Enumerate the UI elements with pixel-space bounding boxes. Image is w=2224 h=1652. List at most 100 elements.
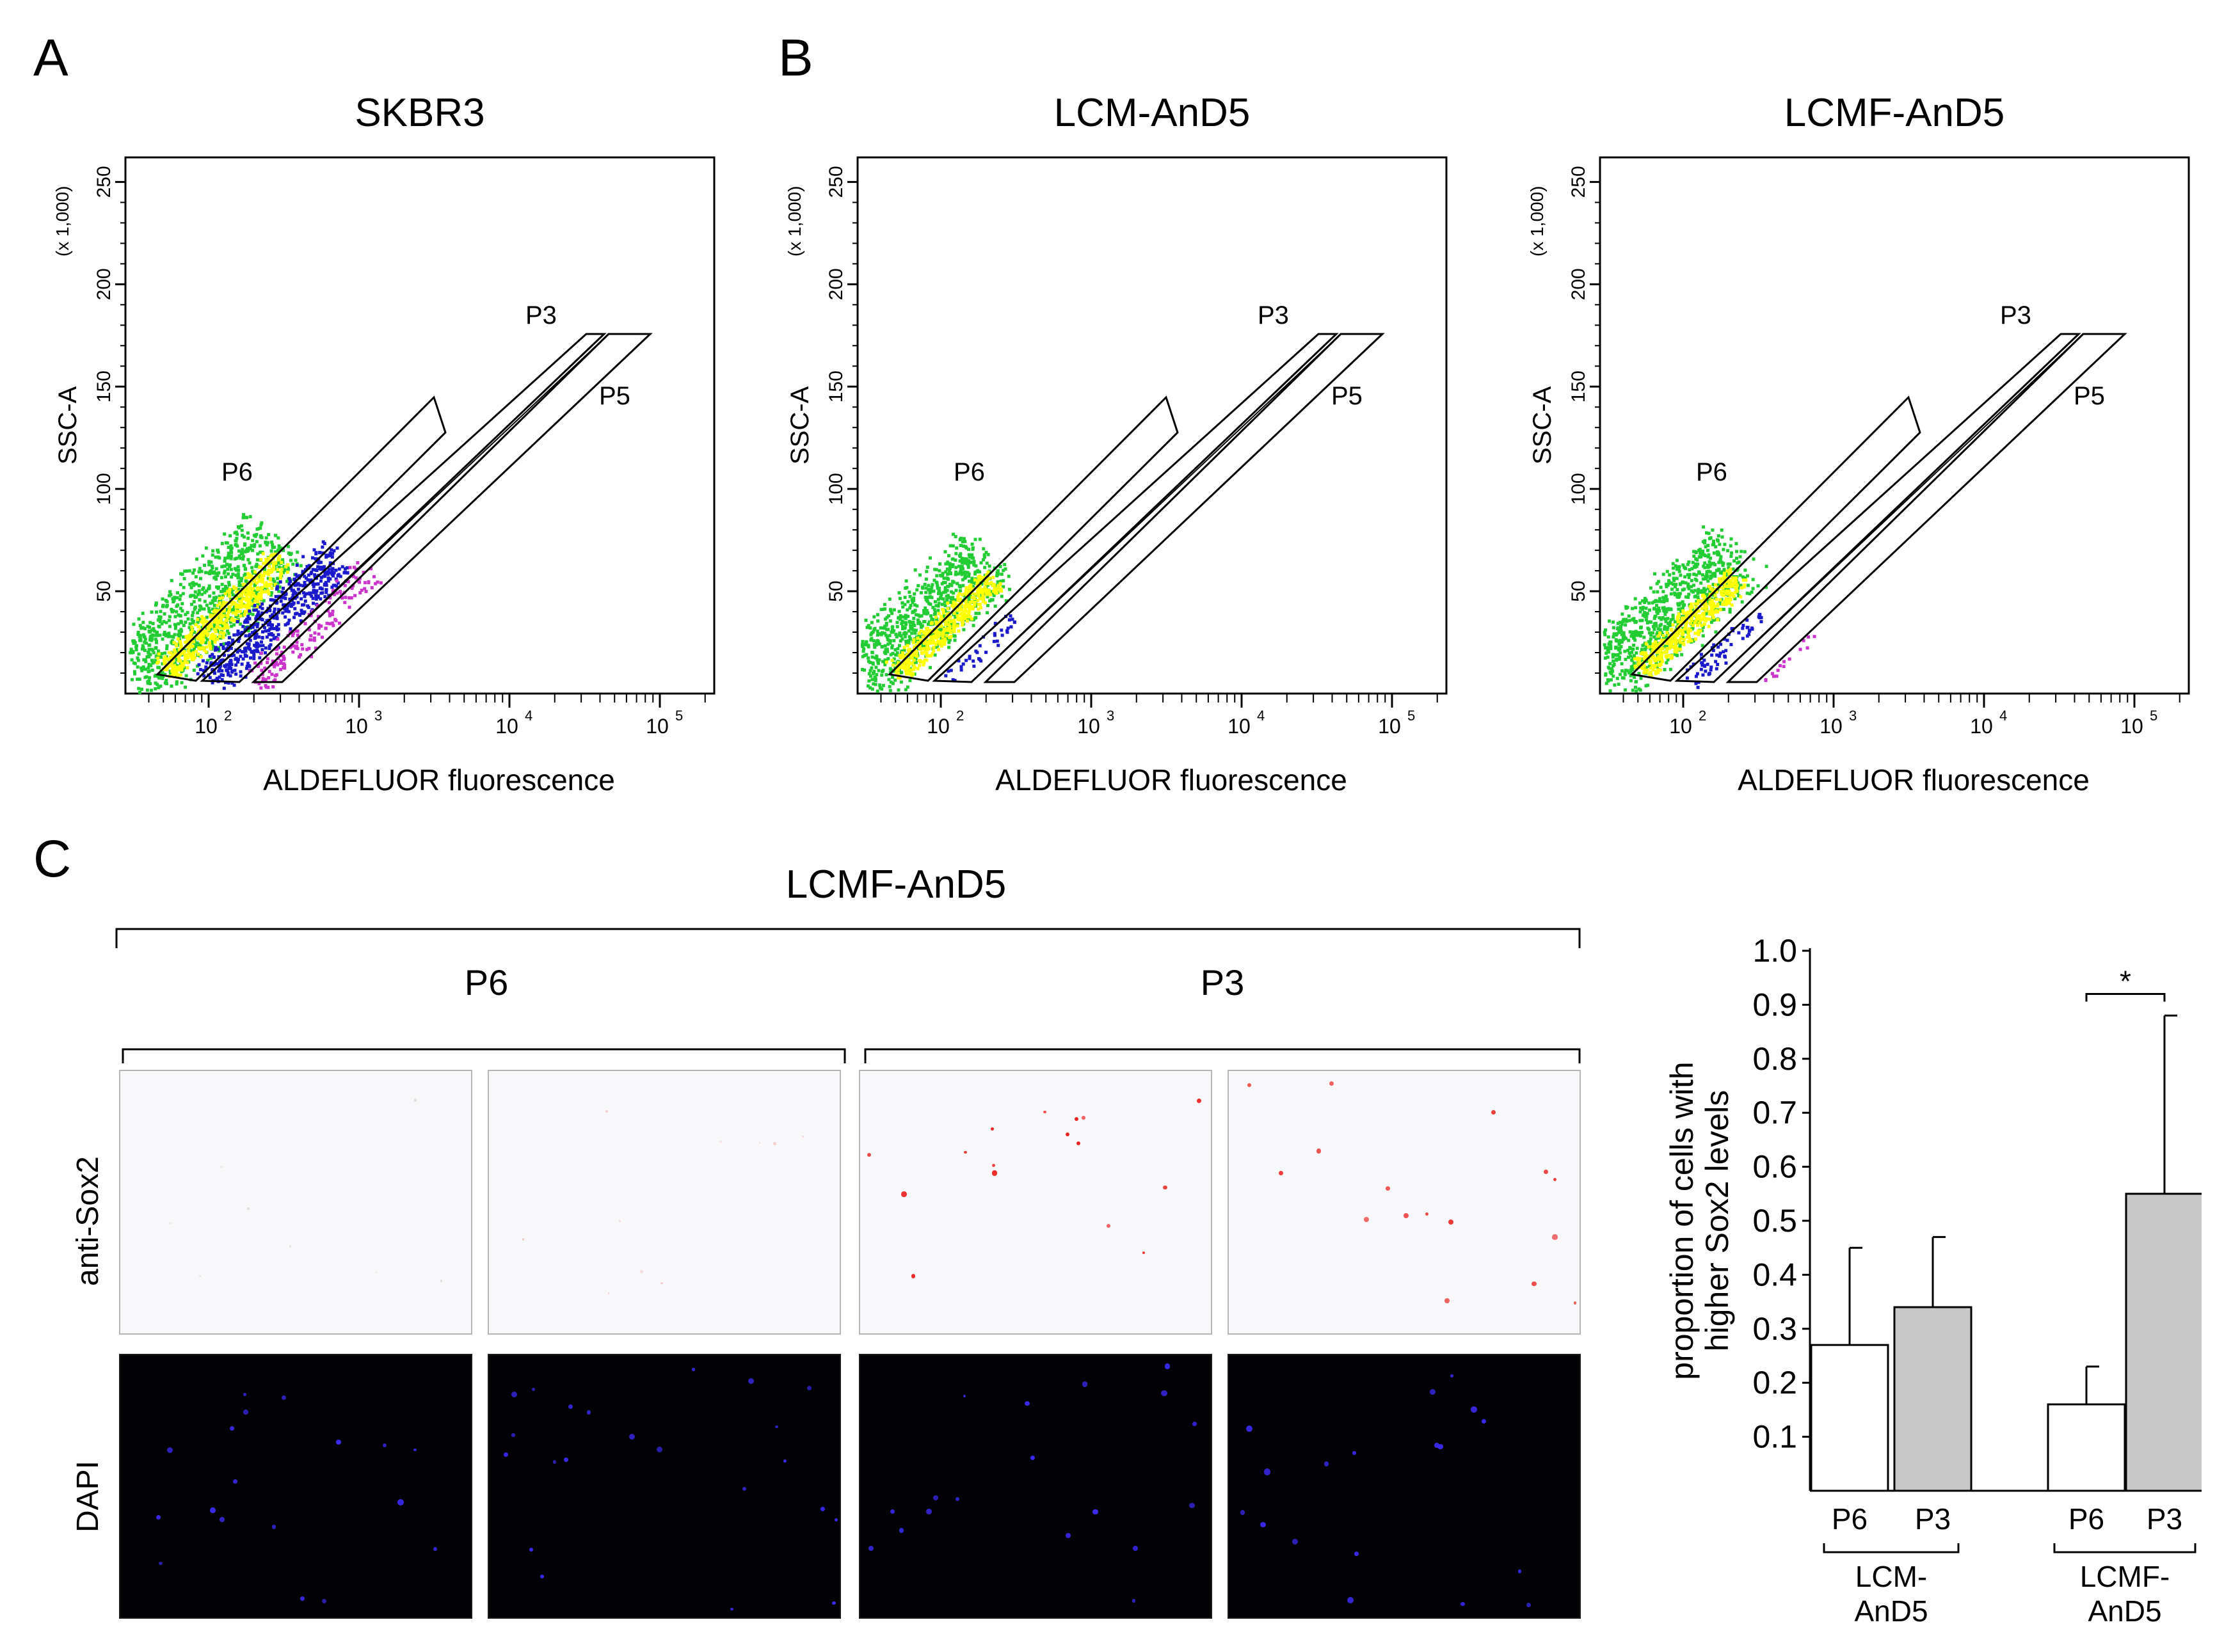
x-tick-exponent: 2 <box>224 708 232 724</box>
x-tick-exponent: 3 <box>1849 708 1857 724</box>
cell-dot <box>1163 1186 1167 1190</box>
cell-dot <box>775 1425 778 1429</box>
cell-dot <box>1471 1406 1477 1413</box>
cell-dot <box>1316 1148 1322 1154</box>
cell-dot <box>1552 1234 1558 1240</box>
cell-dot <box>199 1275 201 1277</box>
cell-dot <box>210 1507 216 1513</box>
cell-dot <box>991 1170 998 1176</box>
cell-dot <box>1142 1251 1146 1255</box>
plot-title: LCM-AnD5 <box>1053 91 1251 135</box>
x-tick-label: 10 <box>1669 715 1692 738</box>
cell-dot <box>901 1191 907 1197</box>
cell-dot <box>1444 1298 1450 1303</box>
x-tick-label: 10 <box>646 715 669 738</box>
group-label-line2: AnD5 <box>1854 1594 1928 1628</box>
x-tick-label: 10 <box>2120 715 2143 738</box>
cell-dot <box>801 1136 804 1138</box>
cell-dot <box>1260 1521 1266 1527</box>
x-axis-label: ALDEFLUOR fluorescence <box>263 763 615 797</box>
cell-dot <box>1460 1601 1466 1607</box>
sox2-image-p6-1 <box>119 1070 472 1335</box>
group-label-line1: LCMF- <box>2080 1560 2170 1593</box>
x-tick-exponent: 4 <box>1257 708 1265 724</box>
cell-dot <box>867 1152 871 1157</box>
cell-dot <box>1324 1461 1329 1466</box>
group-label-p6: P6 <box>464 962 509 1003</box>
bar <box>2047 1403 2126 1492</box>
cell-dot <box>1106 1224 1110 1228</box>
cell-dot <box>605 1110 608 1113</box>
cell-dot <box>657 1446 663 1453</box>
cell-dot <box>1354 1552 1359 1556</box>
cell-dot <box>243 1409 249 1415</box>
gate-p3 <box>200 333 607 683</box>
cell-dot <box>692 1368 695 1371</box>
cell-dot <box>1264 1468 1271 1475</box>
cell-dot <box>607 1292 610 1294</box>
cell-dot <box>1292 1538 1299 1545</box>
sox2-image-p6-2 <box>488 1070 841 1335</box>
cell-dot <box>300 1596 305 1601</box>
x-tick-exponent: 5 <box>2150 708 2157 724</box>
event-cloud <box>1603 525 1816 693</box>
cell-dot <box>1043 1110 1046 1114</box>
cell-dot <box>963 1394 966 1398</box>
cell-dot <box>1165 1363 1171 1369</box>
cell-dot <box>1437 1443 1443 1449</box>
panel-label-b: B <box>778 29 813 87</box>
gate-label-p6: P6 <box>954 458 985 486</box>
gate-label-p5: P5 <box>599 382 630 410</box>
cell-dot <box>1192 1422 1197 1426</box>
cell-dot <box>1526 1602 1532 1607</box>
y-tick-label: 0.3 <box>1752 1311 1797 1347</box>
plot-title: LCMF-AnD5 <box>1784 91 2005 135</box>
cell-dot <box>1481 1419 1486 1424</box>
cell-dot <box>1404 1213 1409 1219</box>
cell-dot <box>1425 1212 1428 1216</box>
gate-p3 <box>1674 333 2081 683</box>
y-tick-label: 100 <box>93 473 115 505</box>
significance-bracket <box>2085 993 2166 1002</box>
cell-dot <box>1065 1532 1071 1538</box>
y-tick-label: 0.7 <box>1752 1095 1797 1131</box>
gate-p6 <box>155 395 447 682</box>
cell-dot <box>1434 1442 1439 1448</box>
cell-dot <box>440 1280 443 1282</box>
event-cloud <box>129 512 383 694</box>
cell-dot <box>219 1517 225 1523</box>
cell-dot <box>229 1426 234 1431</box>
cell-dot <box>1573 1301 1577 1305</box>
cell-dot <box>247 1207 250 1210</box>
x-tick-label: 10 <box>195 715 218 738</box>
plot-area: 50 100 150 200 250 10 2 10 3 10 4 10 5 P6 P3 P5 <box>826 156 1448 738</box>
x-tick-exponent: 3 <box>1107 708 1114 724</box>
cell-dot <box>783 1459 787 1463</box>
cell-dot <box>925 1509 932 1515</box>
gate-p6 <box>887 395 1179 682</box>
cell-dot <box>529 1547 534 1552</box>
cell-dot <box>834 1518 838 1521</box>
row-label-anti-sox2: anti-Sox2 <box>71 1156 105 1286</box>
category-label: P6 <box>1832 1502 1868 1536</box>
y-tick-label: 200 <box>1568 268 1589 300</box>
cell-dot <box>1065 1132 1069 1136</box>
panel-c-brackets <box>115 928 1581 1063</box>
cell-dot <box>868 1545 874 1551</box>
gate-divider <box>1713 333 2084 683</box>
cell-dot <box>730 1607 733 1611</box>
y-tick-label: 250 <box>826 166 847 198</box>
cell-dot <box>540 1574 545 1579</box>
x-tick-label: 10 <box>1077 715 1100 738</box>
cell-dot <box>991 1127 994 1131</box>
cell-dot <box>1132 1599 1136 1603</box>
y-tick-label: 150 <box>1568 370 1589 402</box>
gate-p3 <box>932 333 1339 683</box>
cell-dot <box>1553 1177 1557 1181</box>
cell-dot <box>1364 1216 1369 1222</box>
cell-dot <box>748 1378 755 1385</box>
cell-dot <box>911 1274 916 1278</box>
sox2-bar-chart: 0.1 0.2 0.3 0.4 0.5 0.6 0.7 0.8 0.9 1.0 proportion… <box>1664 933 2202 1628</box>
gate-p6 <box>1629 395 1921 682</box>
cell-dot <box>413 1448 417 1451</box>
